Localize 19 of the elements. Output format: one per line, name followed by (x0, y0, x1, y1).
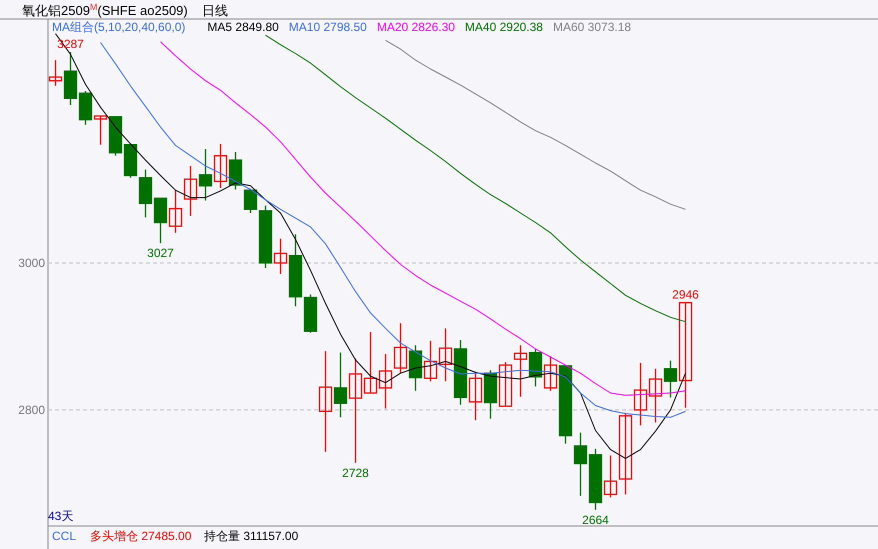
text: MA10 2798.50 (288, 20, 368, 34)
text: MA20 2826.30 (376, 20, 456, 34)
text: MA60 3073.18 (552, 20, 632, 34)
text: 多头增仓 27485.00 (90, 529, 192, 543)
annotation: 2664 (582, 512, 610, 527)
legend-title: MA组合(5,10,20,40,60,0) (52, 20, 186, 34)
text: 持仓量 311157.00 (204, 529, 299, 543)
annotation: 3027 (147, 246, 174, 260)
text: CCL (52, 529, 76, 543)
y-tick-label: 3000 (18, 256, 46, 270)
annotation: 2728 (342, 466, 370, 480)
text: MA40 2920.38 (464, 20, 544, 34)
annotation: 2946 (672, 288, 700, 302)
line-series (385, 40, 686, 210)
chart-title: 氧化铝2509$^{M}$(SHFE ao2509) (22, 2, 188, 18)
text: MA5 2849.80 (207, 20, 280, 34)
chart-subtitle: 日线 (202, 3, 228, 18)
annotation: 43天 (48, 509, 74, 523)
y-tick-label: 2800 (18, 402, 46, 417)
